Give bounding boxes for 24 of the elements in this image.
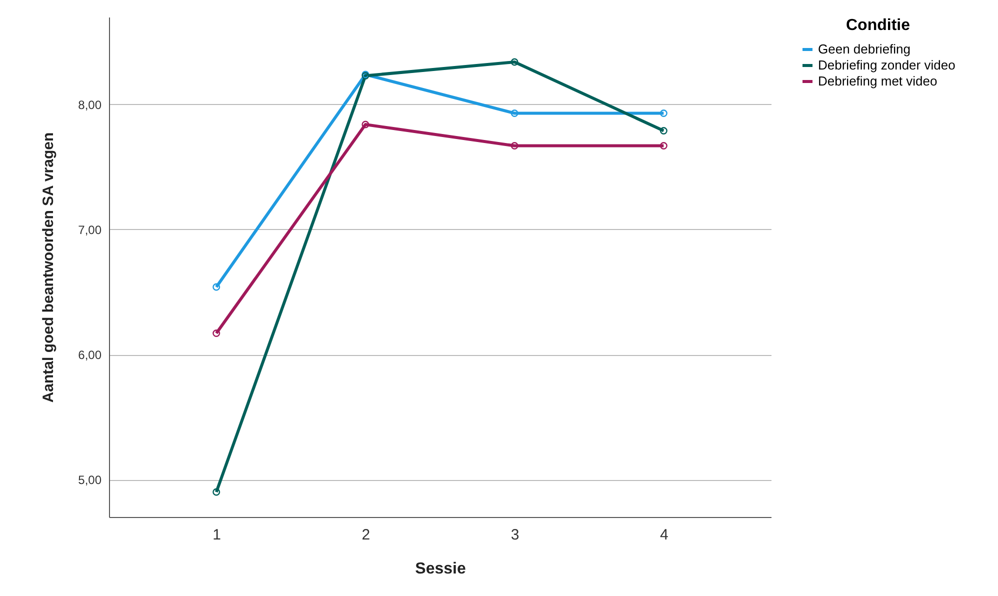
legend-title: Conditie: [846, 17, 910, 34]
point: [212, 329, 220, 338]
point: [660, 126, 668, 135]
x-tick-label: 2: [362, 526, 370, 544]
y-tick-label: 7,00: [78, 223, 102, 237]
x-tick-label: 1: [212, 526, 222, 544]
point: [660, 142, 668, 150]
y-tick-label: 6,00: [78, 348, 102, 362]
legend-label: Debriefing zonder video: [818, 58, 956, 72]
y-axis-title: Aantal goed beantwoorden SA vragen: [40, 132, 58, 403]
point: [510, 109, 518, 118]
point: [362, 120, 370, 128]
point: [510, 142, 518, 150]
y-tick-label: 5,00: [78, 473, 102, 487]
x-tick-label: 4: [660, 526, 668, 544]
legend-label: Geen debriefing: [818, 42, 911, 56]
point: [212, 488, 220, 496]
point: [212, 283, 220, 291]
legend-label: Debriefing met video: [818, 74, 938, 88]
point: [510, 58, 518, 66]
y-tick-label: 8,00: [78, 98, 102, 112]
point: [660, 109, 668, 118]
x-axis-title: Sessie: [415, 560, 466, 578]
x-tick-label: 3: [510, 526, 520, 544]
